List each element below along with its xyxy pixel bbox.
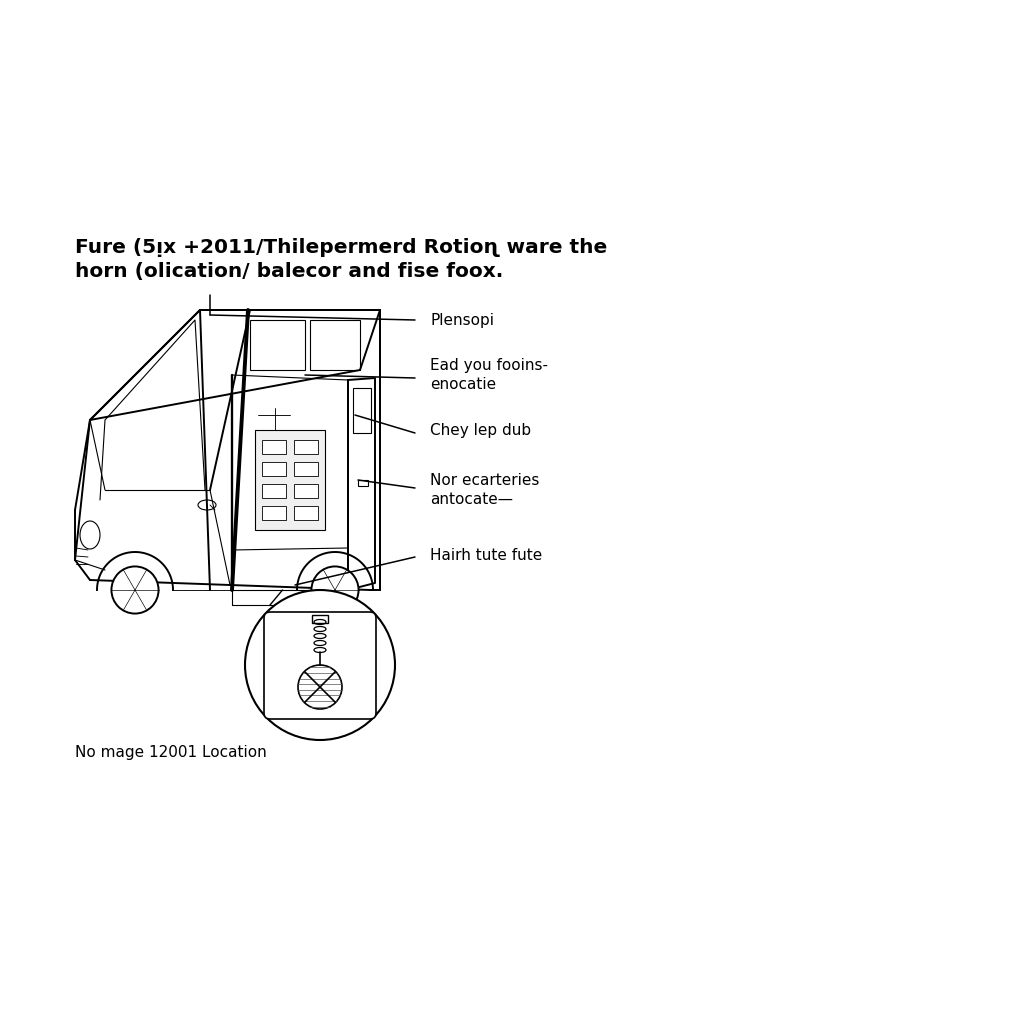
Bar (250, 319, 305, 370)
Bar (262, 506, 286, 520)
Circle shape (245, 590, 395, 740)
Bar (358, 480, 368, 486)
Bar (294, 506, 318, 520)
Bar (294, 440, 318, 454)
Bar (310, 319, 360, 370)
Bar (262, 484, 286, 498)
FancyBboxPatch shape (264, 612, 376, 719)
Bar (262, 462, 286, 476)
Circle shape (311, 566, 358, 613)
Text: horn (olication/ balecor and fise foox.: horn (olication/ balecor and fise foox. (75, 262, 503, 281)
Bar (262, 440, 286, 454)
Text: Chey lep dub: Chey lep dub (430, 423, 531, 437)
Text: Plensopi: Plensopi (430, 312, 494, 328)
Text: Fure (5ᴉx +2011/Thilepermerd Rotioɳ ware the: Fure (5ᴉx +2011/Thilepermerd Rotioɳ ware… (75, 238, 607, 257)
Text: Hairh tute fute: Hairh tute fute (430, 548, 543, 562)
Text: Ead you fooins-
enocatie: Ead you fooins- enocatie (430, 358, 548, 392)
Circle shape (112, 566, 159, 613)
Bar (294, 462, 318, 476)
Circle shape (298, 665, 342, 709)
Bar (312, 615, 328, 623)
Text: Nor ecarteries
antocate—: Nor ecarteries antocate— (430, 473, 540, 507)
Bar (353, 388, 371, 433)
Bar (255, 430, 325, 530)
Text: No mage 12001 Location: No mage 12001 Location (75, 745, 266, 760)
Bar (294, 484, 318, 498)
